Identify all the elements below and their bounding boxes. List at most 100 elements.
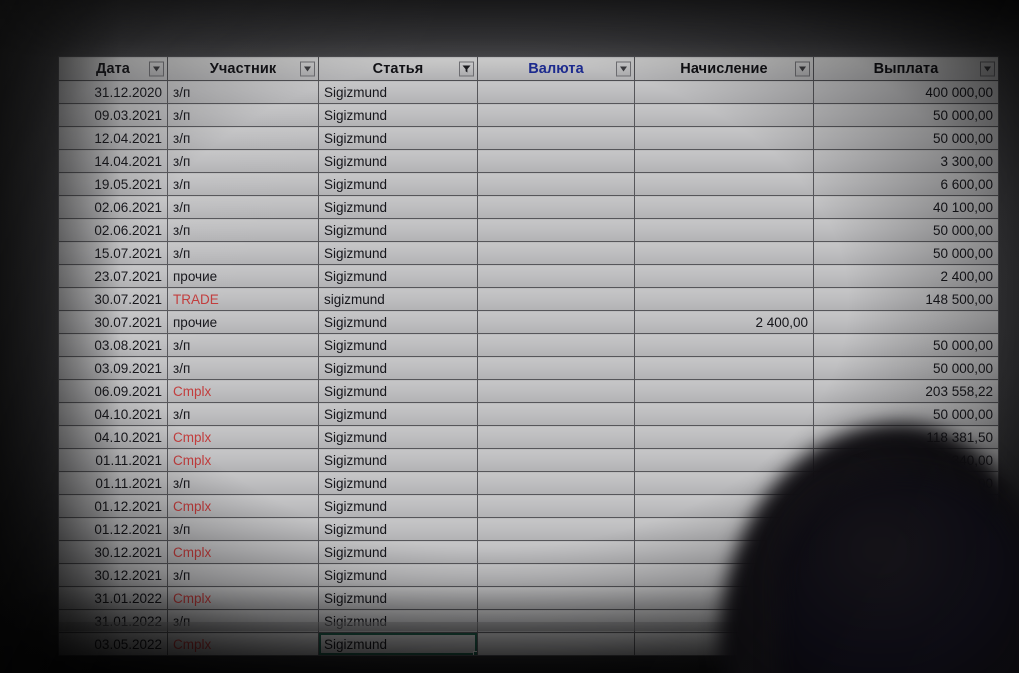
- table-row[interactable]: 12.04.2021 з/п Sigizmund 50 000,00: [58, 126, 999, 150]
- cell-date[interactable]: 04.10.2021: [58, 402, 168, 426]
- cell-cur[interactable]: [477, 471, 635, 495]
- cell-art[interactable]: Sigizmund: [318, 126, 478, 150]
- cell-date[interactable]: 09.03.2021: [58, 103, 168, 127]
- cell-cur[interactable]: [477, 494, 635, 518]
- cell-part[interactable]: з/п: [167, 218, 319, 242]
- cell-cur[interactable]: [477, 540, 635, 564]
- cell-art[interactable]: Sigizmund: [318, 195, 478, 219]
- cell-cur[interactable]: [477, 632, 635, 656]
- cell-accr[interactable]: [634, 563, 814, 587]
- cell-part[interactable]: Cmplx: [167, 448, 319, 472]
- cell-cur[interactable]: [477, 333, 635, 357]
- cell-part[interactable]: з/п: [167, 517, 319, 541]
- cell-accr[interactable]: 2 400,00: [634, 310, 814, 334]
- cell-accr[interactable]: [634, 287, 814, 311]
- cell-date[interactable]: 31.12.2020: [58, 80, 168, 104]
- cell-pay[interactable]: 50 000,00: [813, 563, 999, 587]
- cell-pay[interactable]: 203 558,22: [813, 379, 999, 403]
- cell-part[interactable]: з/п: [167, 241, 319, 265]
- table-row[interactable]: 02.06.2021 з/п Sigizmund 40 100,00: [58, 195, 999, 219]
- cell-part[interactable]: прочие: [167, 264, 319, 288]
- cell-accr[interactable]: [634, 80, 814, 104]
- cell-accr[interactable]: [634, 149, 814, 173]
- column-header-article[interactable]: Статья: [318, 56, 478, 81]
- cell-art[interactable]: Sigizmund: [318, 540, 478, 564]
- cell-part[interactable]: Cmplx: [167, 494, 319, 518]
- cell-cur[interactable]: [477, 517, 635, 541]
- cell-part[interactable]: з/п: [167, 563, 319, 587]
- cell-date[interactable]: 31.01.2022: [58, 586, 168, 610]
- cell-date[interactable]: 04.10.2021: [58, 425, 168, 449]
- table-row[interactable]: 04.10.2021 Cmplx Sigizmund 118 381,50: [58, 425, 999, 449]
- cell-cur[interactable]: [477, 218, 635, 242]
- cell-accr[interactable]: [634, 517, 814, 541]
- cell-pay[interactable]: 344 340,00: [813, 448, 999, 472]
- cell-pay[interactable]: 50 000,00: [813, 471, 999, 495]
- cell-cur[interactable]: [477, 448, 635, 472]
- cell-cur[interactable]: [477, 402, 635, 426]
- cell-pay[interactable]: 50 000,00: [813, 241, 999, 265]
- cell-date[interactable]: 30.12.2021: [58, 540, 168, 564]
- cell-art[interactable]: Sigizmund: [318, 241, 478, 265]
- table-row[interactable]: 31.12.2020 з/п Sigizmund 400 000,00: [58, 80, 999, 104]
- cell-date[interactable]: 01.11.2021: [58, 471, 168, 495]
- table-row[interactable]: 14.04.2021 з/п Sigizmund 3 300,00: [58, 149, 999, 173]
- cell-cur[interactable]: [477, 310, 635, 334]
- cell-accr[interactable]: [634, 425, 814, 449]
- table-row[interactable]: 30.12.2021 Cmplx Sigizmund 362 469,69: [58, 540, 999, 564]
- cell-pay[interactable]: 50 000,00: [813, 126, 999, 150]
- cell-accr[interactable]: [634, 471, 814, 495]
- column-header-participant[interactable]: Участник: [167, 56, 319, 81]
- table-row[interactable]: 19.05.2021 з/п Sigizmund 6 600,00: [58, 172, 999, 196]
- cell-cur[interactable]: [477, 241, 635, 265]
- table-row[interactable]: 15.07.2021 з/п Sigizmund 50 000,00: [58, 241, 999, 265]
- cell-date[interactable]: 03.09.2021: [58, 356, 168, 380]
- chevron-down-icon-participant[interactable]: [300, 61, 315, 76]
- cell-art[interactable]: Sigizmund: [318, 310, 478, 334]
- cell-accr[interactable]: [634, 448, 814, 472]
- table-row[interactable]: 01.12.2021 з/п Sigizmund 50 000,00: [58, 517, 999, 541]
- cell-cur[interactable]: [477, 103, 635, 127]
- cell-accr[interactable]: [634, 195, 814, 219]
- table-row[interactable]: 23.07.2021 прочие Sigizmund 2 400,00: [58, 264, 999, 288]
- cell-pay[interactable]: 50 000,00: [813, 333, 999, 357]
- table-row[interactable]: 03.08.2021 з/п Sigizmund 50 000,00: [58, 333, 999, 357]
- cell-date[interactable]: 30.07.2021: [58, 310, 168, 334]
- cell-art[interactable]: Sigizmund: [318, 471, 478, 495]
- cell-date[interactable]: 01.12.2021: [58, 494, 168, 518]
- cell-pay[interactable]: 50 000,00: [813, 402, 999, 426]
- chevron-down-icon-accrual[interactable]: [795, 61, 810, 76]
- cell-accr[interactable]: [634, 402, 814, 426]
- cell-art[interactable]: Sigizmund: [318, 494, 478, 518]
- cell-art[interactable]: Sigizmund: [318, 563, 478, 587]
- cell-cur[interactable]: [477, 356, 635, 380]
- table-row[interactable]: 01.12.2021 Cmplx Sigizmund 472 021,81: [58, 494, 999, 518]
- table-row[interactable]: 02.06.2021 з/п Sigizmund 50 000,00: [58, 218, 999, 242]
- cell-cur[interactable]: [477, 195, 635, 219]
- cell-accr[interactable]: [634, 218, 814, 242]
- cell-art[interactable]: Sigizmund: [318, 149, 478, 173]
- cell-part[interactable]: з/п: [167, 172, 319, 196]
- table-row[interactable]: 30.07.2021 прочие Sigizmund 2 400,00: [58, 310, 999, 334]
- cell-cur[interactable]: [477, 287, 635, 311]
- cell-art[interactable]: Sigizmund: [318, 586, 478, 610]
- cell-accr[interactable]: [634, 333, 814, 357]
- cell-cur[interactable]: [477, 126, 635, 150]
- cell-part[interactable]: з/п: [167, 356, 319, 380]
- cell-accr[interactable]: [634, 241, 814, 265]
- cell-pay[interactable]: 50 000,00: [813, 103, 999, 127]
- cell-part[interactable]: з/п: [167, 149, 319, 173]
- cell-art[interactable]: Sigizmund: [318, 264, 478, 288]
- cell-part[interactable]: Cmplx: [167, 425, 319, 449]
- cell-pay[interactable]: 286 041,24: [813, 586, 999, 610]
- cell-part[interactable]: Cmplx: [167, 540, 319, 564]
- cell-art[interactable]: Sigizmund: [318, 172, 478, 196]
- cell-part[interactable]: з/п: [167, 80, 319, 104]
- cell-date[interactable]: 06.09.2021: [58, 379, 168, 403]
- cell-art[interactable]: Sigizmund: [318, 218, 478, 242]
- cell-pay[interactable]: 40 100,00: [813, 195, 999, 219]
- cell-pay[interactable]: 400 000,00: [813, 80, 999, 104]
- table-row[interactable]: 01.11.2021 з/п Sigizmund 50 000,00: [58, 471, 999, 495]
- cell-date[interactable]: 15.07.2021: [58, 241, 168, 265]
- cell-accr[interactable]: [634, 379, 814, 403]
